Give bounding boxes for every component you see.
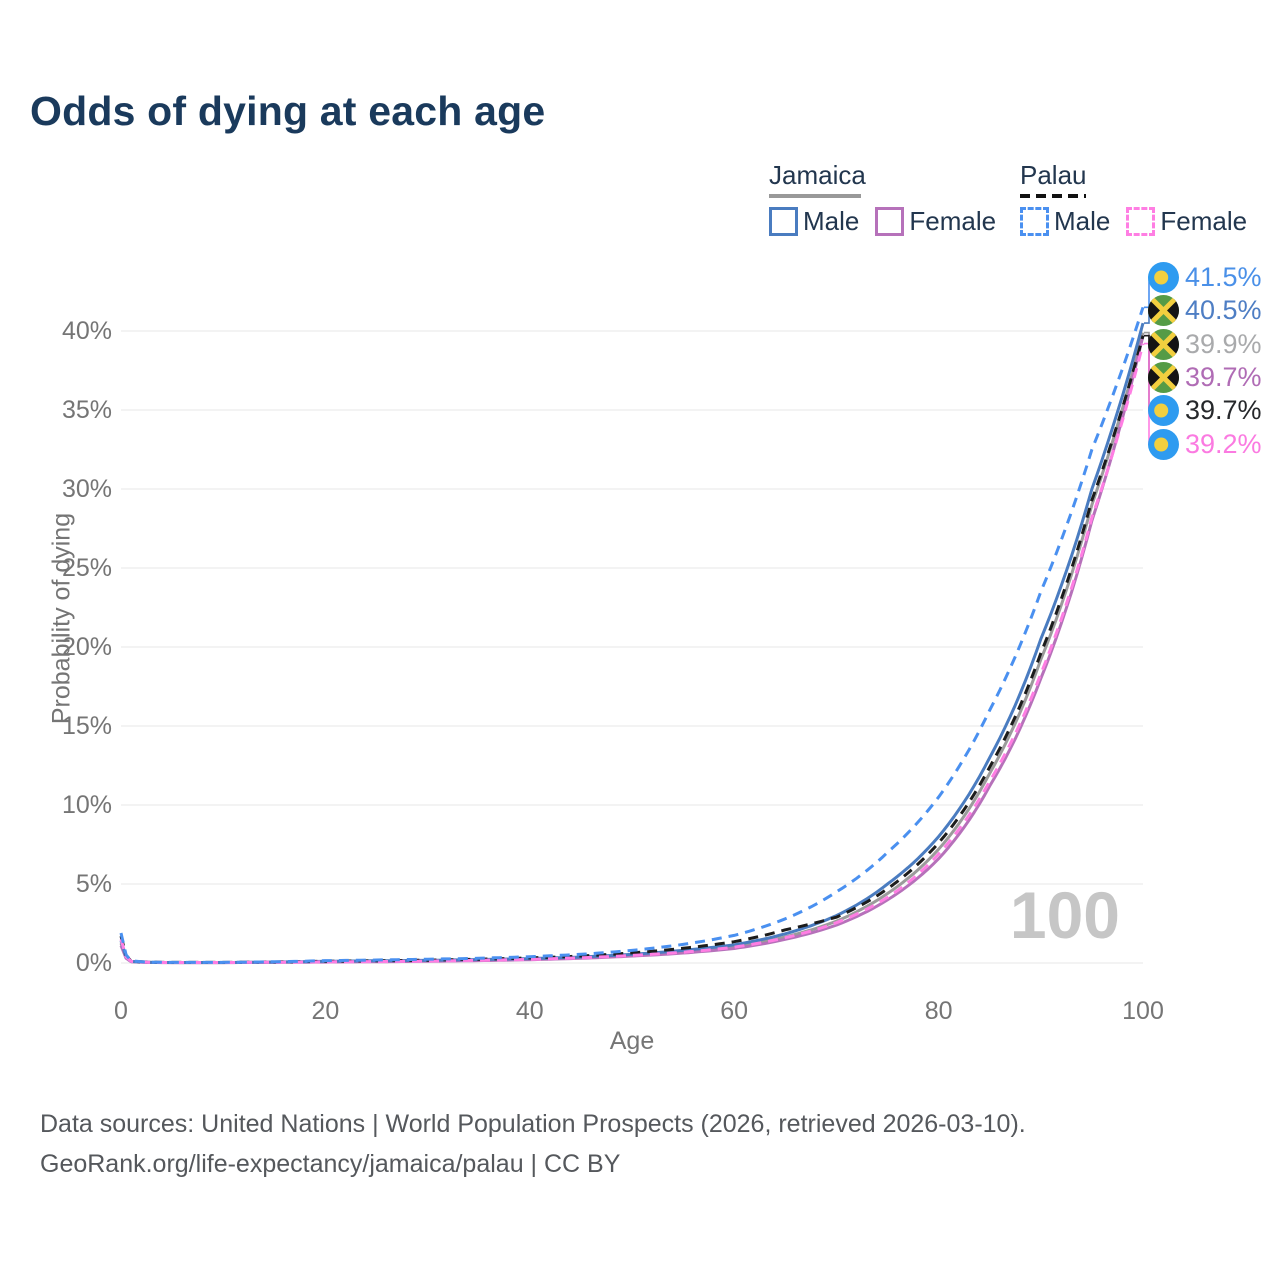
legend-swatch-palau-female bbox=[1126, 207, 1156, 236]
palau-flag-icon bbox=[1148, 428, 1179, 460]
jamaica-flag-icon bbox=[1148, 294, 1179, 326]
legend-item-label: Female bbox=[909, 206, 997, 236]
y-tick-label: 25% bbox=[61, 554, 112, 582]
end-label-row: 39.2% bbox=[1148, 428, 1262, 460]
x-tick-label: 100 bbox=[1122, 997, 1164, 1025]
y-tick-label: 40% bbox=[61, 317, 112, 345]
x-axis-title: Age bbox=[609, 1027, 655, 1055]
legend-swatch-palau-male bbox=[1020, 207, 1049, 236]
x-tick-label: 0 bbox=[114, 997, 128, 1025]
legend-group-palau: Palau Male Female bbox=[1020, 160, 1247, 237]
data-source-text: Data sources: United Nations | World Pop… bbox=[40, 1110, 1026, 1138]
jamaica-flag-icon bbox=[1148, 328, 1179, 360]
y-tick-label: 0% bbox=[75, 949, 112, 977]
x-tick-label: 80 bbox=[924, 997, 953, 1025]
y-tick-label: 20% bbox=[61, 633, 112, 661]
jamaica-flag-icon bbox=[1148, 361, 1179, 393]
y-tick-label: 35% bbox=[61, 396, 112, 424]
x-tick-label: 60 bbox=[720, 997, 749, 1025]
legend-items-palau: Male Female bbox=[1020, 206, 1247, 237]
y-tick-label: 30% bbox=[61, 475, 112, 503]
end-label-value: 39.9% bbox=[1185, 328, 1262, 359]
y-tick-label: 15% bbox=[61, 712, 112, 740]
legend-items-jamaica: Male Female bbox=[769, 206, 996, 237]
legend-underline-solid bbox=[769, 194, 861, 198]
y-tick-label: 5% bbox=[75, 870, 112, 898]
series-line-palau_female bbox=[119, 343, 1145, 964]
end-label-value: 39.7% bbox=[1185, 394, 1262, 425]
palau-flag-icon bbox=[1148, 261, 1179, 293]
series-line-jamaica_male bbox=[119, 322, 1145, 964]
legend-item-label: Male bbox=[803, 206, 860, 236]
palau-flag-icon bbox=[1148, 394, 1179, 426]
attribution-text: GeoRank.org/life-expectancy/jamaica/pala… bbox=[40, 1150, 621, 1178]
end-label-row: 40.5% bbox=[1148, 294, 1262, 326]
x-tick-label: 40 bbox=[515, 997, 544, 1025]
legend-item-palau-male[interactable]: Male bbox=[1020, 206, 1110, 237]
legend-item-jamaica-male[interactable]: Male bbox=[769, 206, 859, 237]
legend-group-jamaica: Jamaica Male Female bbox=[769, 160, 996, 237]
end-label-value: 39.7% bbox=[1185, 361, 1262, 392]
series-line-palau_all bbox=[119, 335, 1145, 964]
legend-header-palau: Palau bbox=[1020, 160, 1087, 190]
legend-item-label: Female bbox=[1160, 206, 1248, 236]
y-axis-title: Probability of dying bbox=[47, 512, 76, 725]
page-title: Odds of dying at each age bbox=[30, 88, 546, 134]
end-label-value: 41.5% bbox=[1185, 261, 1262, 292]
legend-item-jamaica-female[interactable]: Female bbox=[875, 206, 996, 237]
age-watermark: 100 bbox=[1009, 878, 1120, 952]
legend-underline-dashed bbox=[1020, 194, 1086, 198]
legend-swatch-jamaica-female bbox=[875, 207, 905, 236]
end-label-row: 41.5% bbox=[1148, 261, 1262, 293]
legend-item-palau-female[interactable]: Female bbox=[1126, 206, 1247, 237]
y-tick-label: 10% bbox=[61, 791, 112, 819]
end-label-row: 39.7% bbox=[1148, 394, 1262, 426]
end-label-value: 40.5% bbox=[1185, 294, 1262, 325]
end-label-value: 39.2% bbox=[1185, 428, 1262, 459]
legend-header-jamaica: Jamaica bbox=[769, 160, 866, 190]
series-line-jamaica_female bbox=[119, 335, 1145, 965]
x-tick-label: 20 bbox=[311, 997, 340, 1025]
end-label-row: 39.9% bbox=[1148, 328, 1262, 360]
legend-item-label: Male bbox=[1054, 206, 1111, 236]
legend-swatch-jamaica-male bbox=[769, 207, 798, 236]
series-line-palau_male bbox=[119, 306, 1145, 964]
end-label-row: 39.7% bbox=[1148, 361, 1262, 393]
